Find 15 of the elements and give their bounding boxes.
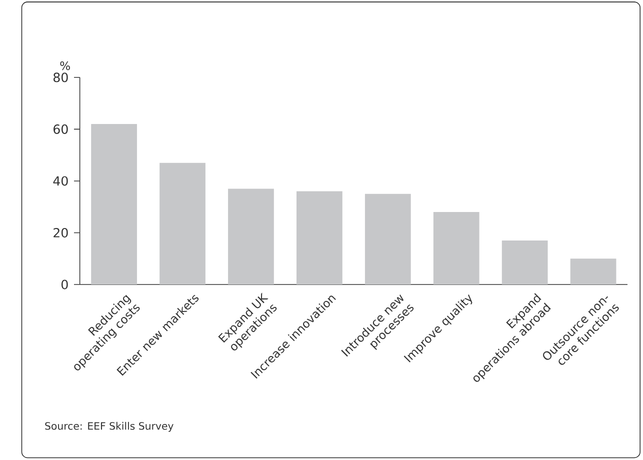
bar — [364, 194, 411, 285]
y-tick-label: 40 — [53, 176, 68, 186]
bar — [296, 191, 342, 285]
y-tick-label: 0 — [61, 280, 68, 290]
y-tick-label: 80 — [54, 72, 68, 82]
y-tick-label: 60 — [54, 124, 68, 134]
bar — [91, 124, 137, 285]
bar — [433, 212, 480, 285]
bar — [502, 240, 548, 285]
bar — [570, 258, 616, 285]
bar — [160, 163, 206, 285]
y-axis-title: % — [60, 62, 70, 70]
bar — [228, 188, 274, 285]
y-tick-label: 20 — [54, 228, 68, 238]
source-note: Source: EEF Skills Survey — [45, 422, 174, 432]
